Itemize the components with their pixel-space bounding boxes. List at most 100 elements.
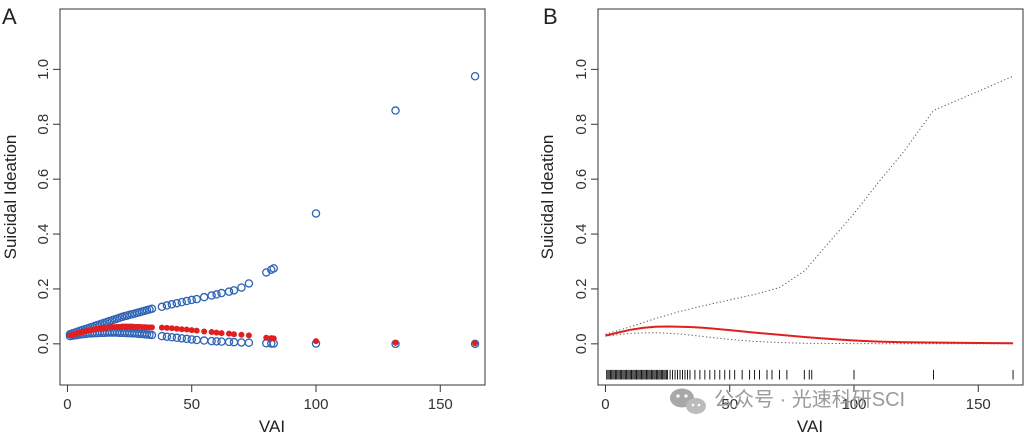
lower-ci-point	[172, 333, 182, 343]
panel-b-y-tick-label: 0.6	[573, 169, 590, 190]
fitted-point	[193, 327, 200, 334]
panel-b-y-axis-title: Suicidal Ideation	[538, 135, 557, 260]
upper-ci-point	[391, 106, 400, 115]
upper-ci-point	[187, 295, 196, 305]
panel-b: B 0 50 100 150 0.0 0.2 0.4 0.6 0.8 1.0 VAI Suicid…	[538, 4, 1024, 436]
fitted-point	[178, 326, 185, 333]
fitted-point	[312, 338, 319, 345]
panel-b-y-tick-label: 0.2	[573, 279, 590, 300]
panel-a-x-tick-label: 100	[303, 396, 328, 413]
panel-b-x-axis-title: VAI	[797, 417, 823, 436]
panel-a-x-tick-label: 50	[183, 396, 200, 413]
upper-ci-point	[157, 302, 167, 312]
lower-ci-point	[224, 337, 234, 347]
lower-ci-point	[162, 332, 172, 341]
lower-ci-point	[187, 335, 196, 344]
lower-ci-point	[229, 337, 239, 347]
lower-ci-point	[147, 330, 157, 340]
upper-ci-point	[162, 301, 172, 310]
upper-ci-point	[224, 287, 234, 296]
lower-ci-curve	[605, 332, 1014, 345]
panel-a-y-tick-label: 0.8	[35, 114, 52, 135]
upper-ci-point	[212, 290, 221, 299]
lower-ci-point	[470, 339, 480, 349]
upper-ci-point	[172, 298, 182, 308]
panel-b-rug	[606, 369, 1014, 380]
lower-ci-point	[217, 337, 226, 346]
fitted-point	[472, 340, 479, 347]
panel-a-x-tick-label: 150	[428, 396, 453, 413]
fitted-point	[201, 328, 208, 335]
lower-ci-point	[244, 338, 254, 347]
panel-b-x-tick-label: 50	[721, 396, 738, 413]
upper-ci-point	[167, 300, 177, 309]
fitted-point	[392, 339, 399, 346]
panel-b-x-tick-label: 100	[841, 396, 866, 413]
panel-b-y-tick-label: 0.8	[573, 114, 590, 135]
upper-ci-point	[177, 297, 187, 307]
panel-a-label: A	[2, 4, 17, 29]
panel-b-label: B	[543, 4, 558, 29]
upper-ci-point	[147, 304, 157, 313]
lower-ci-point	[157, 331, 167, 341]
panel-a-axes: 0 50 100 150 0.0 0.2 0.4 0.6 0.8 1.0	[35, 59, 453, 413]
fitted-point	[148, 324, 155, 331]
panel-a-y-axis-title: Suicidal Ideation	[1, 135, 20, 260]
panel-a-marks	[65, 71, 480, 349]
upper-ci-point	[182, 296, 192, 306]
upper-ci-point	[207, 291, 216, 300]
panel-a-y-tick-label: 0.4	[35, 224, 52, 245]
fitted-point	[168, 325, 175, 332]
lower-ci-point	[207, 336, 216, 346]
fitted-point	[226, 330, 233, 337]
fitted-point	[183, 326, 190, 333]
panel-a-plot-frame	[59, 8, 486, 386]
upper-ci-point	[311, 209, 321, 218]
fitted-point	[270, 335, 277, 342]
upper-ci-point	[217, 288, 226, 298]
lower-ci-point	[192, 335, 201, 345]
fitted-point	[208, 329, 215, 336]
panel-b-y-tick-label: 0.4	[573, 224, 590, 245]
fitted-point	[218, 330, 225, 337]
watermark-text: 公众号 · 光速科研SCI	[714, 388, 905, 411]
panel-a: A 0 50 100 150 0.0 0.2 0.4 0.6 0.8 1.0 VAI Suicid…	[1, 4, 486, 436]
panel-b-marks	[605, 75, 1014, 345]
upper-ci-point	[199, 292, 209, 302]
fitted-point	[245, 332, 252, 339]
lower-ci-point	[167, 332, 177, 342]
wechat-icon	[670, 388, 706, 414]
panel-a-y-tick-label: 0.2	[35, 279, 52, 300]
fitted-point	[173, 325, 180, 332]
panel-b-x-tick-label: 150	[966, 396, 991, 413]
upper-ci-point	[269, 264, 278, 273]
fitted-point	[230, 331, 237, 338]
panel-a-y-tick-label: 0.6	[35, 169, 52, 190]
panel-b-axes: 0 50 100 150 0.0 0.2 0.4 0.6 0.8 1.0	[573, 59, 991, 413]
fitted-point	[158, 324, 165, 331]
fitted-point	[213, 329, 220, 336]
fitted-point	[188, 327, 195, 334]
panel-b-y-tick-label: 0.0	[573, 333, 590, 354]
lower-ci-point	[212, 337, 221, 346]
panel-a-x-axis-title: VAI	[259, 417, 285, 436]
fitted-point	[238, 331, 245, 338]
upper-ci-curve	[605, 75, 1014, 335]
lower-ci-point	[237, 338, 246, 347]
upper-ci-point	[229, 286, 239, 295]
panel-b-plot-frame	[597, 8, 1024, 386]
fitted-curve	[605, 325, 1014, 345]
panel-b-y-tick-label: 1.0	[573, 59, 590, 80]
lower-ci-point	[177, 334, 187, 343]
watermark: 公众号 · 光速科研SCI	[670, 388, 905, 414]
upper-ci-point	[244, 279, 254, 288]
lower-ci-point	[182, 334, 192, 344]
panel-b-x-tick-label: 0	[601, 396, 609, 413]
panel-a-x-tick-label: 0	[63, 396, 71, 413]
fitted-point	[163, 324, 170, 331]
upper-ci-point	[192, 294, 201, 304]
panel-a-y-tick-label: 1.0	[35, 59, 52, 80]
upper-ci-point	[237, 283, 246, 292]
